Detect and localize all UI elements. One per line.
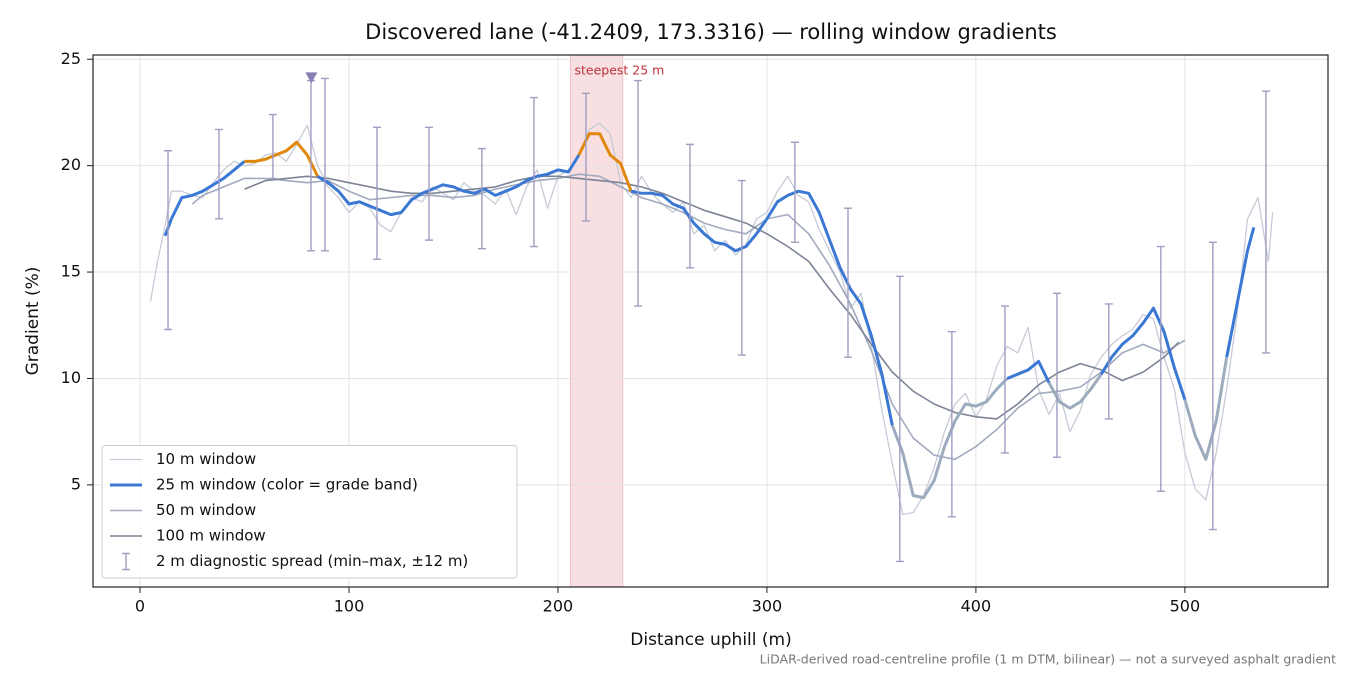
- error-bar: [425, 126, 434, 241]
- series-line-piece: [1100, 306, 1187, 401]
- x-tick-label: 400: [961, 597, 992, 616]
- series-line-piece: [577, 132, 633, 192]
- error-bar: [215, 128, 224, 220]
- error-bar: [844, 207, 853, 358]
- x-tick-label: 0: [135, 597, 145, 616]
- x-tick-label: 100: [334, 597, 365, 616]
- error-bar: [1000, 305, 1009, 454]
- highlight-label: steepest 25 m: [574, 63, 664, 78]
- y-tick-label: 15: [61, 262, 81, 281]
- series-line: [244, 175, 1180, 420]
- error-bar: [320, 77, 329, 252]
- legend-label: 2 m diagnostic spread (min–max, ±12 m): [156, 552, 468, 570]
- legend-label: 10 m window: [156, 450, 256, 468]
- series-line-piece: [1047, 373, 1103, 410]
- x-tick-label: 300: [752, 597, 783, 616]
- error-bar: [737, 179, 746, 356]
- legend-box: [101, 445, 518, 579]
- peak-marker: [305, 72, 318, 84]
- error-bar: [686, 143, 695, 269]
- error-bar: [1104, 303, 1113, 420]
- legend-label: 25 m window (color = grade band): [156, 476, 418, 494]
- x-axis-label: Distance uphill (m): [630, 630, 791, 650]
- error-bar: [947, 330, 956, 518]
- error-bar: [1261, 90, 1270, 354]
- error-bar: [1052, 292, 1061, 458]
- series-line-piece: [1225, 227, 1256, 358]
- series-line-piece: [163, 160, 246, 237]
- error-bar: [790, 141, 799, 243]
- error-bar: [581, 92, 590, 222]
- series-line-piece: [1183, 356, 1229, 461]
- y-tick-label: 25: [61, 49, 81, 68]
- series-line-piece: [316, 154, 581, 217]
- series-line-piece: [890, 377, 1009, 500]
- y-tick-label: 10: [61, 368, 81, 387]
- error-bar: [633, 79, 642, 307]
- series-line-piece: [630, 189, 894, 426]
- error-bar: [164, 150, 173, 331]
- x-tick-label: 200: [543, 597, 574, 616]
- legend-swatch: [122, 552, 130, 571]
- error-bar: [529, 96, 538, 248]
- error-bar: [372, 126, 381, 260]
- y-axis-label: Gradient (%): [23, 267, 43, 376]
- series-line: [191, 173, 1186, 461]
- chart-title: Discovered lane (-41.2409, 173.3316) — r…: [365, 20, 1057, 44]
- plot-frame: [92, 54, 1329, 588]
- footnote: LiDAR-derived road-centreline profile (1…: [760, 652, 1336, 667]
- error-bar: [477, 147, 486, 250]
- series-line-piece: [244, 140, 319, 177]
- legend-label: 100 m window: [156, 527, 266, 545]
- error-bar: [1156, 245, 1165, 492]
- y-tick-label: 5: [71, 474, 81, 493]
- highlight-band: [569, 54, 624, 588]
- legend-label: 50 m window: [156, 501, 256, 519]
- x-tick-label: 500: [1170, 597, 1201, 616]
- y-tick-label: 20: [61, 155, 81, 174]
- error-bar: [1208, 241, 1217, 531]
- error-bar: [268, 113, 277, 180]
- series-line-piece: [1006, 359, 1051, 384]
- error-bar: [895, 275, 904, 563]
